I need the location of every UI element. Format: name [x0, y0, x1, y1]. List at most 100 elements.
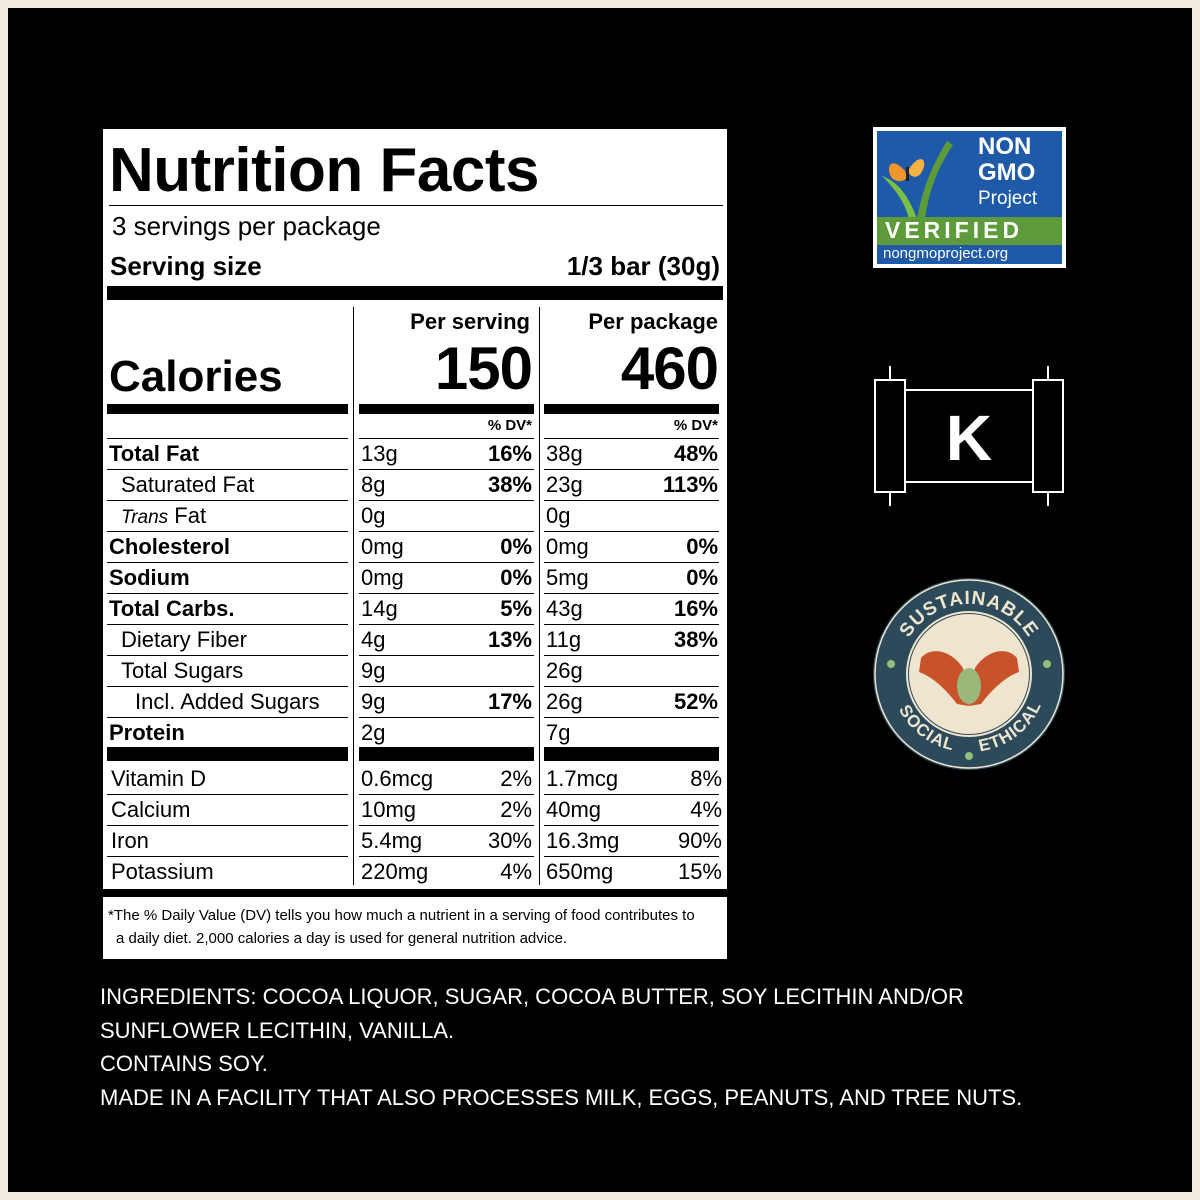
row-divider — [107, 562, 348, 563]
nutrient-s-amt: 9g — [361, 689, 386, 714]
nutrient-s-amt: 14g — [361, 596, 398, 621]
vitamin-bar — [544, 747, 719, 761]
non-gmo-verified-badge: NON GMO Project VERIFIED nongmoproject.o… — [873, 127, 1066, 268]
footnote-line: *The % Daily Value (DV) tells you how mu… — [108, 907, 695, 924]
badge-url: nongmoproject.org — [883, 245, 1009, 262]
row-divider — [544, 593, 719, 594]
vitamin-bar — [107, 747, 348, 761]
nutrient-name: Total Carbs. — [109, 598, 235, 620]
nutrient-p-amt: 26g — [546, 689, 583, 714]
vitamin-s-amt: 0.6mcg — [361, 766, 434, 791]
calories-bar — [544, 404, 719, 414]
calories-per-package: 460 — [620, 335, 719, 402]
row-divider — [544, 562, 719, 563]
row-divider — [107, 794, 348, 795]
nutrient-s-dv: 38% — [487, 472, 532, 497]
nutrient-name: Saturated Fat — [121, 474, 254, 496]
ingredients-block: INGREDIENTS: COCOA LIQUOR, SUGAR, COCOA … — [100, 980, 1100, 1114]
row-divider — [544, 500, 719, 501]
nutrient-name-italic: Trans — [121, 507, 169, 528]
nutrient-name: Protein — [109, 722, 185, 744]
calories-label: Calories — [109, 352, 283, 401]
row-divider — [359, 825, 534, 826]
vitamin-p-dv: 4% — [690, 797, 722, 822]
nutrient-p-amt: 0g — [546, 503, 571, 528]
vitamin-p-amt: 650mg — [546, 859, 614, 884]
vitamin-s-dv: 30% — [487, 828, 532, 853]
row-divider — [359, 794, 534, 795]
row-divider — [359, 717, 534, 718]
row-divider — [107, 593, 348, 594]
nutrient-p-dv: 16% — [673, 596, 718, 621]
divider — [109, 205, 723, 206]
row-divider — [107, 469, 348, 470]
nutrition-facts-label: Nutrition Facts 3 servings per package S… — [103, 129, 727, 959]
row-divider — [544, 438, 719, 439]
hands-heart-icon — [919, 651, 1019, 706]
row-divider — [544, 717, 719, 718]
nutrient-name-text: Total Carbs. — [109, 596, 235, 621]
vitamin-s-amt: 10mg — [361, 797, 417, 822]
row-divider — [544, 825, 719, 826]
calories-bar — [359, 404, 534, 414]
nutrition-facts-title: Nutrition Facts — [109, 136, 539, 205]
row-divider — [544, 531, 719, 532]
row-divider — [107, 438, 348, 439]
vitamin-p-dv: 8% — [690, 766, 722, 791]
vitamin-s-dv: 4% — [500, 859, 532, 884]
row-divider — [544, 624, 719, 625]
nutrient-name-text: Cholesterol — [109, 534, 231, 559]
vitamin-p-amt: 40mg — [546, 797, 602, 822]
vitamin-p-dv: 90% — [677, 828, 722, 853]
vitamin-name: Calcium — [111, 797, 191, 822]
nutrient-name-text: Fat — [168, 503, 207, 528]
row-divider — [359, 655, 534, 656]
badge-non: NON — [978, 133, 1032, 160]
servings-per-package: 3 servings per package — [112, 211, 381, 241]
nutrient-name-text: Total Fat — [109, 441, 200, 466]
row-divider — [107, 500, 348, 501]
nutrient-s-amt: 9g — [361, 658, 386, 683]
nutrient-name: Sodium — [109, 567, 190, 589]
sustainable-social-ethical-seal: SUSTAINABLE SOCIAL ETHICAL — [873, 578, 1065, 770]
vitamin-p-dv: 15% — [677, 859, 722, 884]
row-divider — [107, 531, 348, 532]
serving-size-label: Serving size — [110, 251, 262, 281]
nutrient-s-amt: 0g — [361, 503, 386, 528]
nutrient-name: Total Sugars — [121, 660, 243, 682]
nutrient-name: Dietary Fiber — [121, 629, 247, 651]
row-divider — [107, 624, 348, 625]
ingredients-line: SUNFLOWER LECITHIN, VANILLA. — [100, 1017, 455, 1043]
nutrient-name-text: Protein — [109, 720, 185, 745]
badge-project: Project — [978, 188, 1038, 209]
vitamin-s-amt: 220mg — [361, 859, 429, 884]
badge-gmo: GMO — [978, 159, 1036, 186]
nutrient-name-text: Sodium — [109, 565, 190, 590]
vitamin-bar — [359, 747, 534, 761]
facility-statement: MADE IN A FACILITY THAT ALSO PROCESSES M… — [100, 1084, 1023, 1110]
row-divider — [359, 624, 534, 625]
footnote-bar — [103, 889, 727, 897]
badge-verified: VERIFIED — [885, 217, 1024, 243]
column-separator — [353, 307, 354, 885]
calories-bar — [107, 404, 348, 414]
row-divider — [359, 856, 534, 857]
row-divider — [544, 686, 719, 687]
nutrient-name-text: Saturated Fat — [121, 472, 255, 497]
nutrient-p-dv: 38% — [673, 627, 718, 652]
row-divider — [359, 686, 534, 687]
vitamin-name: Iron — [111, 828, 149, 853]
nutrient-name-text: Total Sugars — [121, 658, 244, 683]
nutrient-p-dv: 113% — [662, 472, 718, 497]
nutrient-name: Total Fat — [109, 443, 199, 465]
nutrient-p-amt: 43g — [546, 596, 583, 621]
row-divider — [359, 562, 534, 563]
nutrient-name-text: Dietary Fiber — [121, 627, 247, 652]
nutrient-s-dv: 5% — [500, 596, 532, 621]
vitamin-p-amt: 16.3mg — [546, 828, 620, 853]
butterfly-icon — [882, 141, 953, 219]
thick-divider — [107, 286, 723, 300]
row-divider — [359, 438, 534, 439]
row-divider — [107, 856, 348, 857]
vitamin-s-amt: 5.4mg — [361, 828, 423, 853]
